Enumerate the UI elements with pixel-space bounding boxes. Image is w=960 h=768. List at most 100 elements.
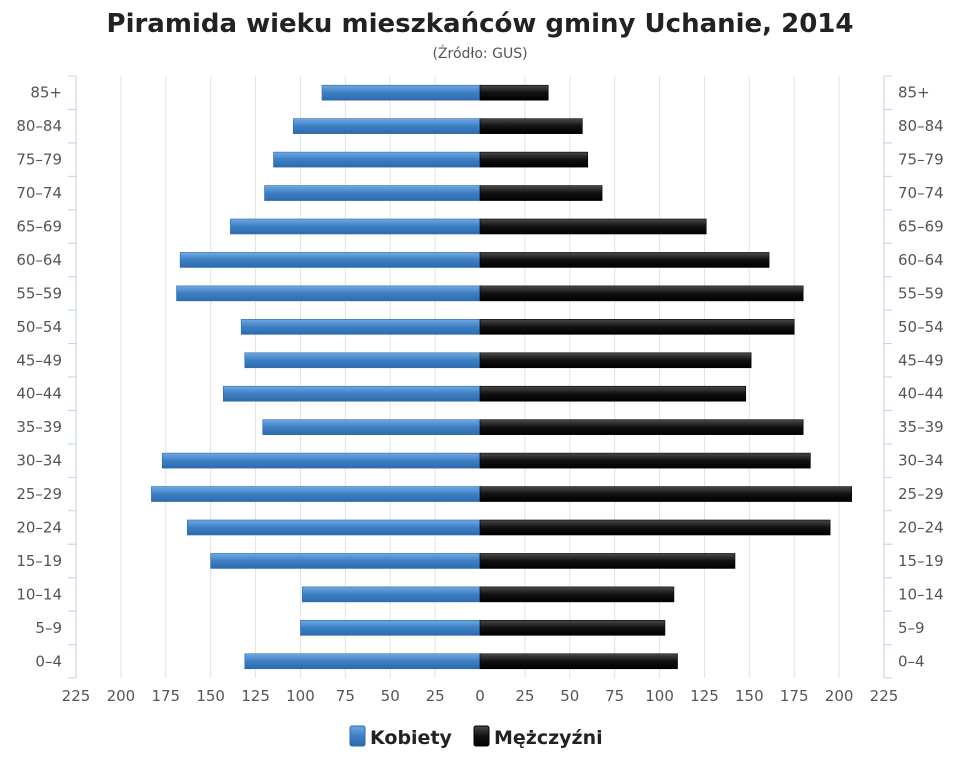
bar-kobiety-5-9[interactable] xyxy=(300,620,481,636)
category-label-left: 5–9 xyxy=(35,619,62,637)
category-label-right: 55–59 xyxy=(898,284,944,302)
category-label-right: 10–14 xyxy=(898,585,944,603)
category-label-left: 75–79 xyxy=(16,151,62,169)
x-tick-label: 50 xyxy=(381,687,400,705)
category-label-right: 25–29 xyxy=(898,485,944,503)
x-axis-tick-labels: 225 200 175 150 125 100 75 50 25 0 25 50 75 100 125 150… xyxy=(62,687,899,705)
x-tick-label: 225 xyxy=(62,687,91,705)
category-label-right: 50–54 xyxy=(898,318,944,336)
bar-mezczyzni-75-79[interactable] xyxy=(479,151,589,168)
category-label-left: 45–49 xyxy=(16,351,62,369)
chart-title: Piramida wieku mieszkańców gminy Uchanie… xyxy=(107,9,854,39)
bar-mezczyzni-5-9[interactable] xyxy=(479,620,666,636)
legend-swatch-mezczyzni xyxy=(473,725,490,747)
bar-mezczyzni-80-84[interactable] xyxy=(479,118,583,134)
bar-mezczyzni-30-34[interactable] xyxy=(479,452,811,469)
bar-kobiety-70-74[interactable] xyxy=(264,185,481,201)
category-label-left: 20–24 xyxy=(16,519,62,537)
x-tick-label: 100 xyxy=(645,687,674,705)
bar-mezczyzni-0-4[interactable] xyxy=(479,653,678,670)
legend: Kobiety Mężczyźni xyxy=(349,725,603,749)
category-label-right: 20–24 xyxy=(898,519,944,537)
bar-kobiety-20-24[interactable] xyxy=(187,519,481,536)
bar-mezczyzni-60-64[interactable] xyxy=(479,252,770,268)
x-tick-label: 200 xyxy=(825,687,854,705)
category-label-left: 80–84 xyxy=(16,117,62,135)
bar-kobiety-25-29[interactable] xyxy=(151,486,481,502)
bar-kobiety-0-4[interactable] xyxy=(244,653,481,670)
x-tick-label: 75 xyxy=(336,687,355,705)
category-labels-right: 0–4 5–9 10–14 15–19 20–24 25–29 30–34 35–39 40–4… xyxy=(898,84,944,671)
category-label-left: 35–39 xyxy=(16,418,62,436)
x-tick-label: 175 xyxy=(780,687,809,705)
bar-kobiety-80-84[interactable] xyxy=(292,118,481,134)
bar-mezczyzni-25-29[interactable] xyxy=(479,486,852,502)
legend-item-mezczyzni[interactable]: Mężczyźni xyxy=(473,725,603,749)
category-label-right: 30–34 xyxy=(898,452,944,470)
x-tick-label: 200 xyxy=(107,687,136,705)
bar-mezczyzni-35-39[interactable] xyxy=(479,419,804,435)
bar-kobiety-55-59[interactable] xyxy=(176,285,481,302)
legend-label-kobiety: Kobiety xyxy=(370,727,453,749)
chart-subtitle: (Źródło: GUS) xyxy=(432,44,527,62)
bar-mezczyzni-40-44[interactable] xyxy=(479,385,747,402)
legend-item-kobiety[interactable]: Kobiety xyxy=(349,725,453,749)
category-label-right: 45–49 xyxy=(898,351,944,369)
bar-kobiety-45-49[interactable] xyxy=(244,352,481,369)
category-label-right: 65–69 xyxy=(898,218,944,236)
x-tick-label: 75 xyxy=(605,687,624,705)
category-label-right: 15–19 xyxy=(898,552,944,570)
x-tick-label: 0 xyxy=(475,687,485,705)
bar-kobiety-75-79[interactable] xyxy=(273,151,481,168)
category-label-left: 10–14 xyxy=(16,585,62,603)
bar-mezczyzni-15-19[interactable] xyxy=(479,553,736,569)
bar-mezczyzni-10-14[interactable] xyxy=(479,586,675,603)
category-label-left: 55–59 xyxy=(16,284,62,302)
bar-kobiety-85+[interactable] xyxy=(321,84,481,101)
category-label-right: 60–64 xyxy=(898,251,944,269)
category-label-left: 50–54 xyxy=(16,318,62,336)
bar-kobiety-35-39[interactable] xyxy=(262,419,481,435)
axes xyxy=(68,75,892,679)
category-label-left: 70–74 xyxy=(16,184,62,202)
category-label-right: 80–84 xyxy=(898,117,944,135)
bars xyxy=(151,84,852,670)
x-tick-label: 100 xyxy=(286,687,315,705)
x-tick-label: 50 xyxy=(560,687,579,705)
bar-mezczyzni-20-24[interactable] xyxy=(479,519,831,536)
category-label-right: 35–39 xyxy=(898,418,944,436)
bar-kobiety-65-69[interactable] xyxy=(230,218,481,235)
x-tick-label: 125 xyxy=(690,687,719,705)
category-label-left: 60–64 xyxy=(16,251,62,269)
bar-kobiety-40-44[interactable] xyxy=(222,385,481,402)
bar-kobiety-30-34[interactable] xyxy=(161,452,481,469)
category-label-left: 0–4 xyxy=(35,652,62,670)
x-tick-label: 25 xyxy=(515,687,534,705)
category-labels-left: 0–4 5–9 10–14 15–19 20–24 25–29 30–34 35–39 40–4… xyxy=(16,84,62,671)
category-label-left: 25–29 xyxy=(16,485,62,503)
category-label-right: 0–4 xyxy=(898,652,925,670)
bar-mezczyzni-45-49[interactable] xyxy=(479,352,752,369)
bar-mezczyzni-70-74[interactable] xyxy=(479,185,603,201)
bar-kobiety-10-14[interactable] xyxy=(301,586,481,603)
bar-mezczyzni-55-59[interactable] xyxy=(479,285,804,302)
bar-kobiety-50-54[interactable] xyxy=(240,319,481,335)
legend-swatch-kobiety xyxy=(349,725,366,747)
x-tick-label: 125 xyxy=(241,687,270,705)
category-label-left: 85+ xyxy=(30,84,62,102)
category-label-right: 75–79 xyxy=(898,151,944,169)
bar-kobiety-15-19[interactable] xyxy=(210,553,481,569)
category-label-right: 5–9 xyxy=(898,619,925,637)
bar-mezczyzni-85+[interactable] xyxy=(479,84,549,101)
legend-label-mezczyzni: Mężczyźni xyxy=(494,727,603,749)
bar-mezczyzni-65-69[interactable] xyxy=(479,218,707,235)
x-tick-label: 150 xyxy=(735,687,764,705)
x-tick-label: 175 xyxy=(151,687,180,705)
category-label-left: 40–44 xyxy=(16,385,62,403)
bar-mezczyzni-50-54[interactable] xyxy=(479,319,795,335)
category-label-right: 85+ xyxy=(898,84,930,102)
category-label-right: 70–74 xyxy=(898,184,944,202)
x-tick-label: 225 xyxy=(870,687,899,705)
bar-kobiety-60-64[interactable] xyxy=(179,252,481,268)
